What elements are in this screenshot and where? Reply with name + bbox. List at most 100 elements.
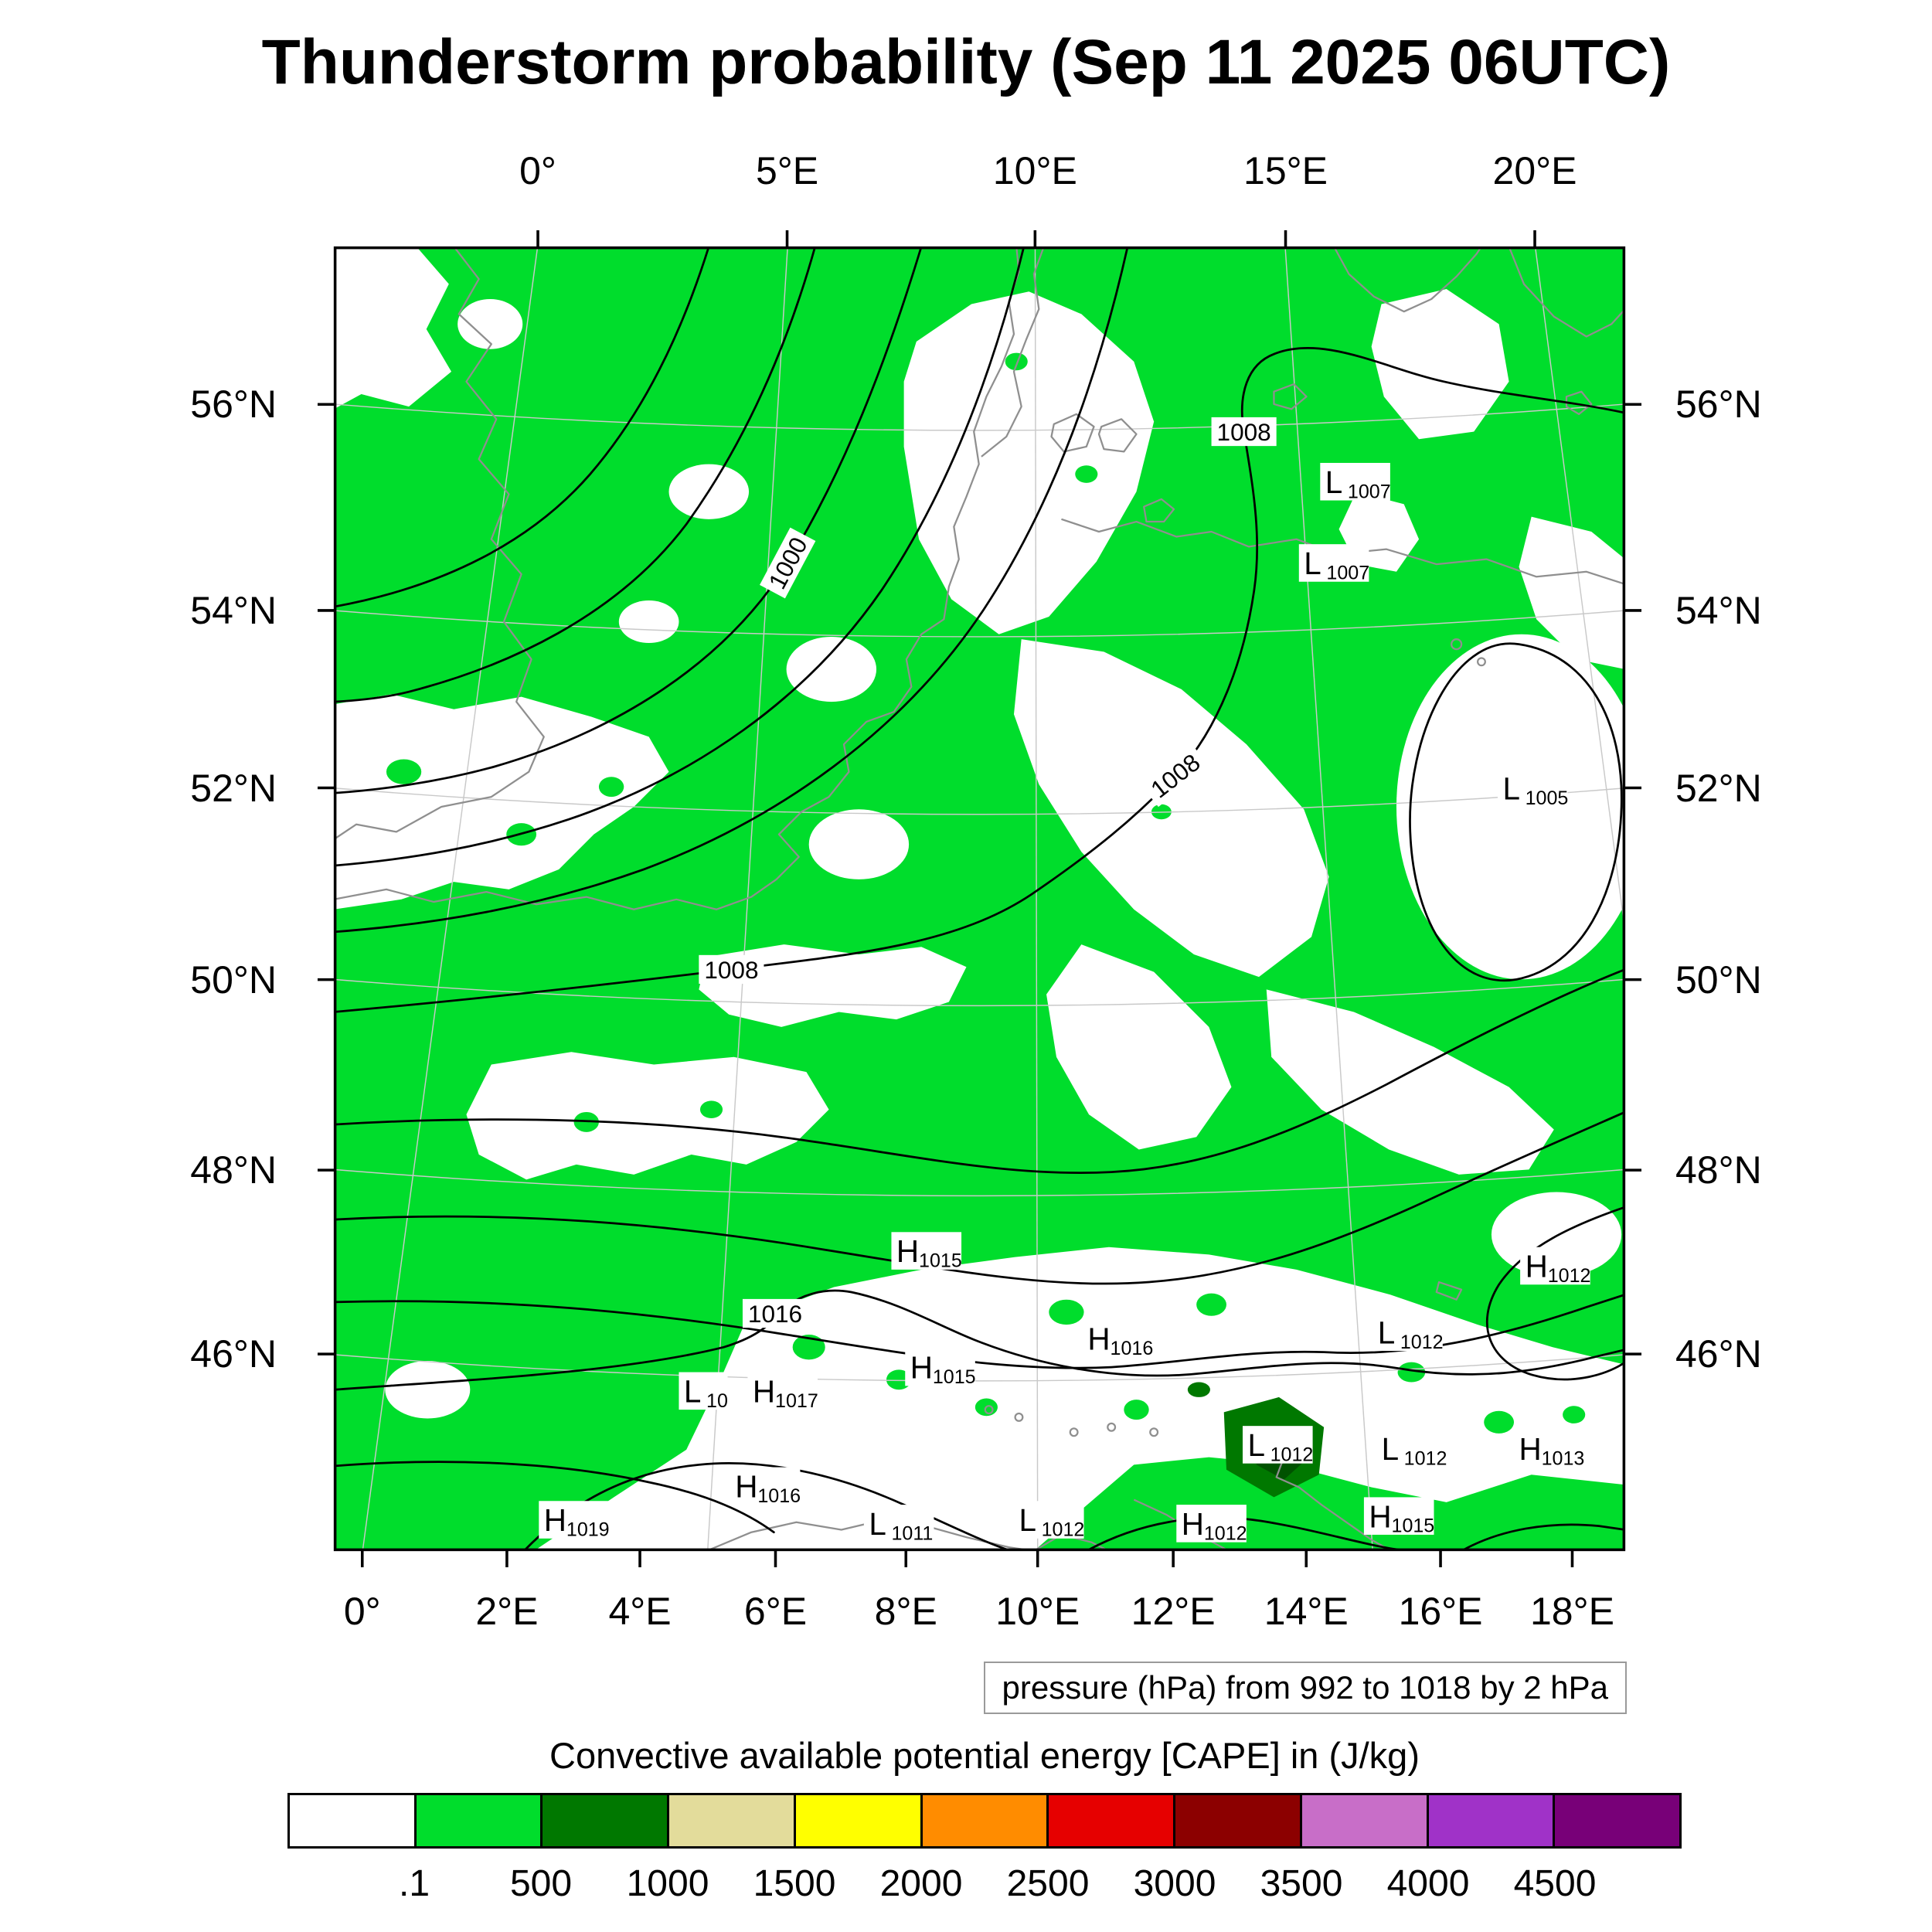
pressure-center-l-1007: L 1007 (1320, 462, 1391, 502)
pressure-center-l-10: L 10 (679, 1372, 728, 1412)
pressure-center-l-1012: L 1012 (1372, 1313, 1444, 1353)
svg-text:H: H (1369, 1498, 1391, 1534)
colorbar-title: Convective available potential energy [C… (549, 1735, 1420, 1776)
axis-label-top: 10°E (992, 149, 1077, 192)
axis-label-top: 20°E (1492, 149, 1577, 192)
axis-label-left: 48°N (190, 1148, 277, 1192)
colorbar-cell (1049, 1795, 1176, 1846)
svg-text:1017: 1017 (775, 1390, 818, 1412)
svg-text:H: H (544, 1502, 566, 1538)
pressure-center-l-1007: L 1007 (1298, 544, 1369, 583)
svg-text:1012: 1012 (1404, 1447, 1447, 1469)
axis-label-right: 52°N (1675, 766, 1762, 810)
svg-text:10: 10 (706, 1390, 728, 1412)
axis-label-bottom: 6°E (743, 1590, 808, 1633)
axis-label-bottom: 10°E (995, 1590, 1080, 1633)
pressure-center-h-1019: H 1019 (539, 1501, 610, 1541)
svg-text:1016: 1016 (1111, 1338, 1154, 1359)
svg-text:H: H (1182, 1506, 1204, 1542)
pressure-center-h-1012: H 1012 (1520, 1247, 1590, 1287)
svg-text:H: H (910, 1350, 933, 1386)
pressure-center-l-1012: L 1012 (1376, 1430, 1447, 1469)
svg-text:H: H (735, 1468, 757, 1504)
axis-label-bottom: 14°E (1264, 1590, 1349, 1633)
pressure-center-h-1016: H 1016 (1082, 1319, 1154, 1359)
svg-text:1012: 1012 (1042, 1519, 1085, 1541)
colorbar-tick-label: 3000 (1133, 1863, 1216, 1904)
axis-label-left: 50°N (190, 957, 277, 1002)
pressure-center-h-1015: H 1015 (905, 1348, 976, 1388)
colorbar-cell (1301, 1795, 1429, 1846)
pressure-center-l-1011: L 1011 (863, 1505, 934, 1544)
axis-label-top: 5°E (755, 149, 819, 192)
svg-text:1012: 1012 (1270, 1444, 1314, 1465)
svg-text:1015: 1015 (919, 1250, 962, 1272)
axis-label-right: 48°N (1675, 1148, 1762, 1192)
colorbar-cell (290, 1795, 417, 1846)
colorbar-cell (922, 1795, 1049, 1846)
axis-label-left: 54°N (190, 588, 277, 632)
colorbar-cell (669, 1795, 796, 1846)
pressure-center-h-1015: H 1015 (891, 1232, 962, 1272)
axis-label-bottom: 0° (343, 1590, 381, 1633)
colorbar-cell (543, 1795, 670, 1846)
colorbar-cell (1555, 1795, 1680, 1846)
svg-text:H: H (1526, 1249, 1548, 1284)
pressure-center-l-1012: L 1012 (1243, 1426, 1313, 1465)
pressure-center-h-1015: H 1015 (1363, 1497, 1435, 1537)
pressure-center-l-1005: L 1005 (1498, 769, 1569, 809)
svg-text:1008: 1008 (704, 956, 758, 984)
svg-text:1019: 1019 (566, 1519, 610, 1541)
svg-text:1013: 1013 (1542, 1447, 1585, 1469)
colorbar-tick-label: .1 (398, 1863, 430, 1904)
svg-text:1012: 1012 (1548, 1265, 1591, 1287)
svg-text:L: L (1247, 1427, 1264, 1463)
page-title: Thunderstorm probability (Sep 11 2025 06… (261, 27, 1671, 97)
axis-label-top: 0° (519, 149, 556, 192)
contour-label-1008: 1008 (1211, 417, 1277, 447)
svg-text:1016: 1016 (757, 1485, 801, 1507)
pressure-range-caption: pressure (hPa) from 992 to 1018 by 2 hPa (983, 1662, 1627, 1714)
pressure-center-h-1017: H 1017 (747, 1372, 818, 1412)
colorbar-tick-label: 2000 (879, 1863, 963, 1904)
pressure-center-h-1013: H 1013 (1514, 1430, 1584, 1469)
svg-text:L: L (869, 1506, 886, 1542)
svg-text:L: L (1019, 1502, 1036, 1538)
axis-label-bottom: 16°E (1398, 1590, 1483, 1633)
svg-text:L: L (1378, 1315, 1395, 1350)
axis-label-top: 15°E (1243, 149, 1328, 192)
map-frame (333, 246, 1626, 1552)
colorbar-cell (416, 1795, 543, 1846)
svg-text:1007: 1007 (1326, 562, 1369, 583)
svg-text:L: L (1502, 770, 1519, 806)
axis-label-bottom: 2°E (475, 1590, 539, 1633)
axis-label-right: 50°N (1675, 957, 1762, 1002)
colorbar (287, 1793, 1682, 1849)
axis-label-bottom: 8°E (874, 1590, 937, 1633)
colorbar-cell (795, 1795, 923, 1846)
svg-text:H: H (896, 1233, 919, 1269)
axis-label-left: 56°N (190, 383, 277, 427)
svg-text:H: H (753, 1373, 775, 1409)
contour-label-1008: 1008 (699, 954, 764, 985)
svg-text:1005: 1005 (1526, 787, 1569, 809)
colorbar-tick-label: 1500 (753, 1863, 836, 1904)
colorbar-cell (1428, 1795, 1556, 1846)
colorbar-tick-label: 2500 (1006, 1863, 1090, 1904)
graticule-lines (334, 247, 1625, 1551)
axis-label-right: 46°N (1675, 1332, 1762, 1376)
svg-text:1012: 1012 (1204, 1522, 1247, 1544)
svg-text:L: L (1325, 464, 1342, 500)
contour-label-1016: 1016 (742, 1298, 808, 1328)
map-plot: L 1007 L 1007 L 1005 H 1015 H 1012 L 1012 H 1016 H 1015… (317, 230, 1642, 1568)
svg-text:L: L (684, 1373, 701, 1409)
svg-text:H: H (1087, 1321, 1110, 1356)
svg-text:1008: 1008 (1217, 418, 1271, 446)
svg-text:1016: 1016 (748, 1300, 802, 1328)
pressure-center-h-1012: H 1012 (1176, 1505, 1247, 1544)
axis-label-left: 52°N (190, 766, 277, 810)
svg-text:1015: 1015 (1392, 1515, 1435, 1537)
